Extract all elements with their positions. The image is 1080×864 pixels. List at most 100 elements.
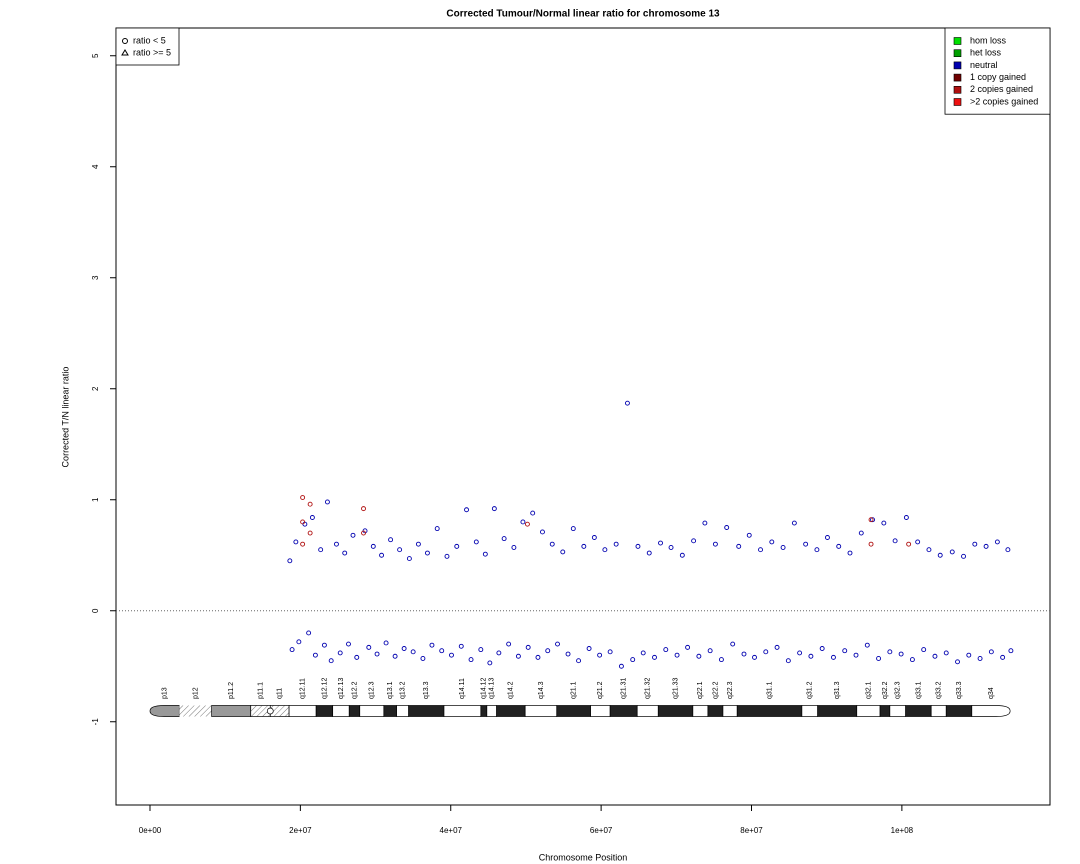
data-point [836, 543, 842, 549]
y-tick-label: 1 [91, 497, 100, 502]
ideogram-label: q14.13 [489, 677, 496, 699]
data-point [478, 647, 484, 653]
legend-symbol [122, 38, 128, 44]
data-point [429, 642, 435, 648]
ideogram-label: q21.31 [621, 677, 628, 699]
legend-label: 2 copies gained [970, 84, 1033, 94]
ideogram-label: q12.13 [338, 677, 345, 699]
ideogram-label: q34 [988, 687, 995, 699]
data-point [473, 539, 479, 545]
data-point [306, 630, 312, 636]
data-point [618, 663, 624, 669]
data-point [565, 651, 571, 657]
data-point [881, 520, 887, 526]
data-point [324, 499, 330, 505]
data-point [824, 535, 830, 540]
data-point [679, 552, 685, 558]
data-point [988, 649, 994, 655]
ideogram-band [692, 705, 709, 717]
ideogram-label: q21.33 [672, 677, 679, 699]
x-tick-label: 1e+08 [891, 826, 914, 835]
x-tick-label: 2e+07 [289, 826, 312, 835]
data-point [858, 530, 864, 536]
ideogram-label: q12.11 [299, 678, 306, 699]
data-point [530, 510, 536, 516]
y-tick-label: 5 [91, 53, 100, 58]
ideogram-band [971, 705, 1011, 717]
data-point [434, 526, 440, 532]
data-point [730, 641, 736, 647]
ideogram-label: q21.32 [645, 677, 652, 699]
ideogram-band [408, 705, 445, 717]
data-point [635, 543, 641, 549]
ideogram-label: q14.11 [459, 678, 466, 699]
data-point [785, 658, 791, 664]
data-point [685, 644, 691, 650]
legend-label: >2 copies gained [970, 96, 1038, 106]
ideogram-band [480, 705, 488, 717]
ideogram-band [359, 705, 385, 717]
chart-title: Corrected Tumour/Normal linear ratio for… [446, 9, 720, 20]
ideogram-label: q12.12 [321, 677, 328, 699]
data-point [586, 646, 592, 651]
data-point [379, 552, 385, 558]
data-point [424, 550, 430, 556]
legend-swatch [953, 98, 962, 106]
y-tick-label: 0 [91, 608, 100, 613]
ideogram-band [590, 705, 611, 717]
legend-label: ratio < 5 [133, 35, 166, 45]
data-point [366, 644, 372, 650]
legend-swatch [953, 37, 962, 45]
data-point [774, 644, 780, 650]
data-point [864, 642, 870, 648]
data-point [576, 658, 582, 664]
data-point [887, 649, 893, 655]
ideogram-label: q33.2 [936, 681, 943, 699]
data-point [555, 641, 560, 647]
ideogram-band [889, 705, 906, 717]
data-point [808, 653, 814, 659]
ideogram-band [636, 705, 659, 717]
data-point [652, 654, 657, 660]
data-point [949, 549, 955, 555]
data-point [791, 520, 797, 526]
data-point [406, 556, 412, 562]
data-point [501, 536, 507, 542]
data-point [831, 654, 836, 660]
data-point [496, 650, 502, 656]
data-point [966, 652, 972, 658]
data-point [868, 517, 874, 523]
ideogram-band [801, 705, 819, 717]
data-point [506, 641, 512, 647]
data-point [545, 648, 551, 654]
data-point [318, 547, 324, 553]
data-point [909, 657, 915, 663]
data-point [983, 543, 989, 549]
data-point [482, 551, 488, 557]
ideogram-label: q22.2 [712, 681, 719, 699]
data-point [300, 495, 306, 500]
ideogram-label: q21.2 [597, 681, 604, 699]
data-point [702, 520, 708, 526]
legend-swatch [953, 73, 962, 82]
data-point [724, 525, 730, 530]
ideogram-label: q32.1 [865, 681, 872, 699]
data-point [342, 550, 348, 556]
data-point [337, 650, 343, 656]
ideogram-band [905, 705, 932, 717]
ideogram-label: q22.1 [697, 681, 704, 699]
data-point [361, 506, 366, 512]
data-point [289, 647, 295, 653]
data-point [350, 532, 356, 538]
ideogram-label: p11.1 [257, 682, 264, 699]
data-point [712, 541, 718, 547]
data-point [898, 651, 904, 657]
data-point [454, 543, 460, 549]
data-point [903, 515, 909, 520]
data-point [994, 539, 1000, 545]
ideogram-label: q33.1 [915, 681, 922, 699]
data-point [354, 654, 360, 660]
data-point [458, 643, 464, 649]
data-point [468, 657, 474, 663]
data-point [937, 552, 943, 558]
